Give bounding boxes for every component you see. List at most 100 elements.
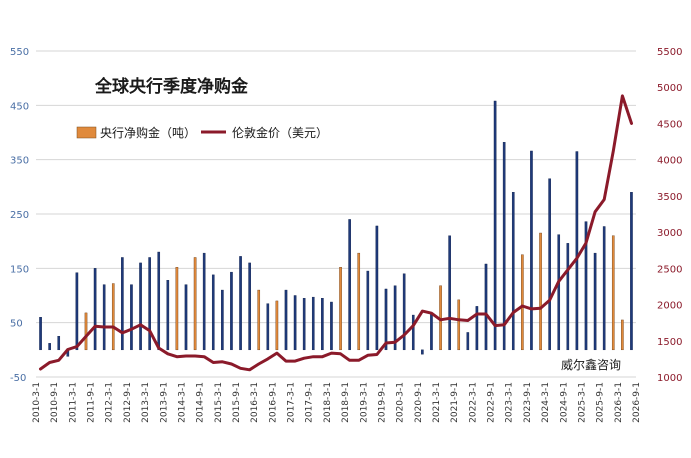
bar [539, 232, 542, 351]
bar [221, 289, 224, 351]
x-tick-label: 2016-3-1 [250, 382, 260, 423]
bar [393, 285, 397, 351]
bar [302, 298, 306, 351]
bar [548, 178, 551, 351]
bar [466, 332, 470, 351]
x-tick-label: 2023-9-1 [523, 382, 533, 423]
bar [384, 288, 388, 351]
right-tick-label: 5500 [657, 47, 682, 58]
x-tick-label: 2024-3-1 [541, 382, 551, 423]
bar [521, 254, 524, 351]
x-tick-label: 2026-3-1 [614, 382, 624, 423]
x-tick-label: 2015-3-1 [214, 382, 224, 423]
bar [575, 151, 579, 351]
bar [284, 289, 288, 351]
bar [502, 142, 506, 351]
bar [375, 225, 379, 351]
bar [321, 298, 324, 351]
bar [84, 312, 88, 351]
left-tick-label: 450 [10, 101, 29, 112]
bar [111, 283, 115, 351]
bar [357, 252, 361, 351]
chart-title: 全球央行季度净购金 [94, 76, 249, 97]
x-tick-label: 2020-3-1 [396, 382, 406, 423]
gold-price-line [39, 94, 633, 372]
right-tick-label: 4500 [657, 119, 682, 130]
x-tick-label: 2019-9-1 [377, 382, 387, 423]
bar [139, 262, 142, 351]
x-tick-label: 2025-9-1 [596, 382, 606, 423]
bar-series [39, 100, 633, 357]
bar [75, 272, 79, 351]
x-tick-label: 2016-9-1 [268, 382, 278, 423]
line-series [39, 94, 633, 372]
right-tick-label: 1500 [657, 337, 682, 348]
bar [166, 280, 170, 351]
bar [366, 270, 370, 351]
right-tick-label: 2000 [657, 301, 682, 312]
bar [157, 251, 161, 351]
x-tick-label: 2023-3-1 [505, 382, 515, 423]
bar [293, 295, 297, 351]
bar [557, 234, 561, 351]
bar [584, 221, 588, 351]
x-tick-label: 2012-3-1 [105, 382, 115, 423]
x-tick-label: 2012-9-1 [123, 382, 133, 423]
x-tick-label: 2014-9-1 [196, 382, 206, 423]
left-axis: -50 50 150 250 350 450 550 [10, 47, 29, 384]
x-tick-label: 2022-3-1 [468, 382, 478, 423]
bar [602, 226, 606, 351]
bar [566, 243, 570, 351]
bar [511, 192, 515, 351]
bar [121, 257, 124, 351]
legend: 央行净购金（吨） 伦敦金价（美元） [76, 125, 328, 140]
x-axis: 2010-3-1 2010-9-1 2011-3-1 2011-9-1 2012-3-1… [32, 382, 642, 423]
bar [421, 349, 424, 355]
x-tick-label: 2013-9-1 [159, 382, 169, 423]
bar [130, 284, 133, 351]
watermark: 威尔鑫咨询 [561, 357, 621, 372]
x-tick-label: 2010-3-1 [32, 382, 42, 423]
x-tick-label: 2021-3-1 [432, 382, 442, 423]
legend-swatch-bar [76, 126, 97, 139]
bar [202, 252, 206, 351]
right-tick-label: 3000 [657, 228, 682, 239]
x-tick-label: 2019-3-1 [359, 382, 369, 423]
bar [93, 268, 97, 351]
left-tick-label: 50 [10, 319, 23, 330]
bar [530, 150, 533, 351]
bar [102, 284, 106, 351]
bar [457, 299, 461, 351]
bar [57, 336, 61, 351]
bar [402, 273, 406, 351]
left-tick-label: -50 [10, 373, 26, 384]
bar [475, 306, 479, 351]
bar [630, 192, 633, 351]
left-tick-label: 350 [10, 156, 29, 167]
bar [39, 317, 42, 351]
bar [275, 300, 279, 351]
bar [257, 289, 261, 351]
bar [611, 235, 615, 351]
x-tick-label: 2025-3-1 [577, 382, 587, 423]
bar [621, 319, 624, 351]
x-tick-label: 2021-9-1 [450, 382, 460, 423]
x-tick-label: 2018-3-1 [323, 382, 333, 423]
bar [48, 343, 51, 351]
left-tick-label: 550 [10, 47, 29, 58]
x-tick-label: 2017-3-1 [287, 382, 297, 423]
x-tick-label: 2011-3-1 [68, 382, 78, 423]
gridlines [36, 50, 636, 378]
bar [430, 314, 433, 351]
x-tick-label: 2017-9-1 [305, 382, 315, 423]
x-tick-label: 2020-9-1 [414, 382, 424, 423]
right-tick-label: 5000 [657, 83, 682, 94]
bar [184, 284, 188, 351]
bar [484, 263, 488, 351]
right-axis: 1000 1500 2000 2500 3000 3500 4000 4500 5000 5500 [657, 47, 682, 384]
bar [448, 235, 451, 351]
x-tick-label: 2013-3-1 [141, 382, 151, 423]
right-tick-label: 3500 [657, 192, 682, 203]
